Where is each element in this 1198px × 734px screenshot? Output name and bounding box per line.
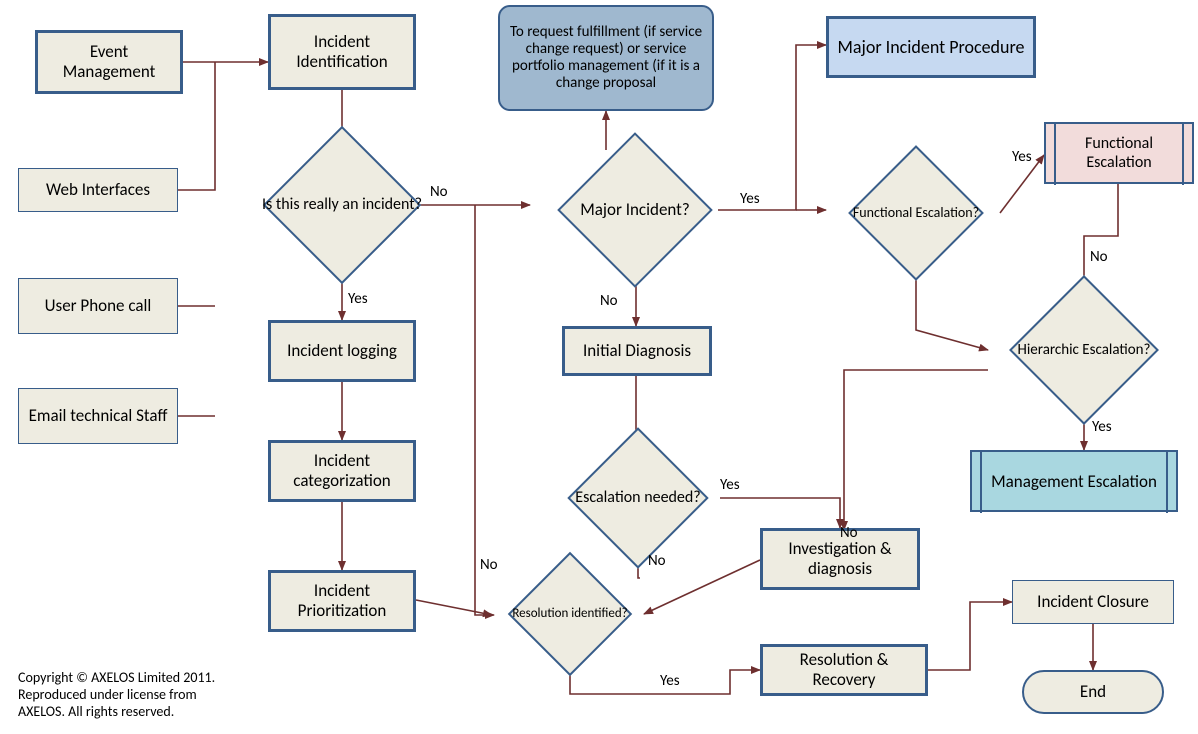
edge-label-15: Yes (720, 476, 740, 494)
func_esc-label: Functional Escalation (1062, 134, 1176, 172)
node-func_esc: Functional Escalation (1044, 122, 1194, 184)
edge-label-23: Yes (1092, 418, 1112, 436)
edge-10 (416, 600, 492, 615)
copyright-line: AXELOS. All rights reserved. (18, 704, 215, 721)
to_request-label: To request fulfillment (if service chang… (506, 24, 706, 93)
node-escal_needed: Escalation needed? (540, 440, 736, 556)
edge-1 (178, 62, 215, 190)
copyright-line: Reproduced under license from (18, 687, 215, 704)
copyright-notice: Copyright © AXELOS Limited 2011. Reprodu… (18, 670, 215, 720)
res_recov-label: Resolution & Recovery (769, 650, 919, 689)
node-init_diag: Initial Diagnosis (562, 326, 712, 376)
edge-label-13: No (600, 292, 618, 310)
web_if-label: Web Interfaces (46, 180, 150, 200)
edge-label-20: Yes (1012, 148, 1032, 166)
edge-label-7: Yes (348, 290, 368, 308)
major_proc-label: Major Incident Procedure (838, 37, 1025, 58)
copyright-line: Copyright © AXELOS Limited 2011. (18, 670, 215, 687)
node-incident_log: Incident logging (268, 320, 416, 382)
edge-label-18: Yes (660, 672, 680, 690)
mgmt_esc-label: Management Escalation (991, 471, 1157, 492)
edge-label-5: No (430, 183, 448, 201)
node-email_staff: Email technical Staff (18, 388, 178, 444)
event_mgmt-label: Event Management (44, 42, 174, 81)
node-is_incident: Is this really an incident? (248, 140, 436, 270)
node-res_recov: Resolution & Recovery (760, 644, 928, 696)
node-event_mgmt: Event Management (35, 30, 183, 94)
edge-6 (475, 205, 494, 615)
escal_needed-label: Escalation needed? (540, 440, 736, 556)
edge-24 (844, 370, 988, 530)
hier_esc_q-label: Hierarchic Escalation? (984, 290, 1184, 410)
email_staff-label: Email technical Staff (29, 406, 168, 426)
node-major_q: Major Incident? (530, 150, 740, 270)
user_phone-label: User Phone call (45, 296, 152, 316)
edge-label-24: No (840, 524, 858, 542)
node-incident_cat: Incident categorization (268, 440, 416, 502)
node-res_ident: Resolution identified? (490, 556, 650, 672)
end-label: End (1080, 682, 1106, 702)
incident_ident-label: Incident Identification (277, 32, 407, 71)
node-web_if: Web Interfaces (18, 168, 178, 212)
edge-15 (720, 498, 840, 528)
inv_diag-label: Investigation & diagnosis (769, 539, 911, 578)
closure-label: Incident Closure (1037, 592, 1149, 612)
flowchart-canvas: Event Management Web Interfaces User Phone… (0, 0, 1198, 734)
edge-label-12: Yes (740, 190, 760, 208)
incident_log-label: Incident logging (287, 341, 397, 361)
edge-label-6: No (480, 556, 498, 574)
edge-21 (1084, 184, 1118, 294)
edge-label-21: No (1090, 248, 1108, 266)
node-end: End (1022, 670, 1164, 714)
node-to_request: To request fulfillment (if service chang… (498, 5, 714, 111)
node-incident_pri: Incident Prioritization (268, 570, 416, 632)
incident_cat-label: Incident categorization (277, 451, 407, 490)
node-func_esc_q: Functional Escalation? (826, 158, 1006, 268)
node-user_phone: User Phone call (18, 278, 178, 334)
edge-label-16: No (648, 552, 666, 570)
incident_pri-label: Incident Prioritization (277, 581, 407, 620)
is_incident-label: Is this really an incident? (248, 140, 436, 270)
init_diag-label: Initial Diagnosis (583, 341, 691, 361)
node-incident_ident: Incident Identification (268, 14, 416, 90)
edge-22 (916, 266, 988, 350)
res_ident-label: Resolution identified? (490, 556, 650, 672)
node-closure: Incident Closure (1012, 580, 1174, 624)
node-major_proc: Major Incident Procedure (826, 16, 1036, 78)
node-mgmt_esc: Management Escalation (970, 450, 1178, 512)
major_q-label: Major Incident? (530, 150, 740, 270)
node-hier_esc_q: Hierarchic Escalation? (984, 290, 1184, 410)
func_esc_q-label: Functional Escalation? (826, 158, 1006, 268)
edge-25 (928, 602, 1012, 670)
